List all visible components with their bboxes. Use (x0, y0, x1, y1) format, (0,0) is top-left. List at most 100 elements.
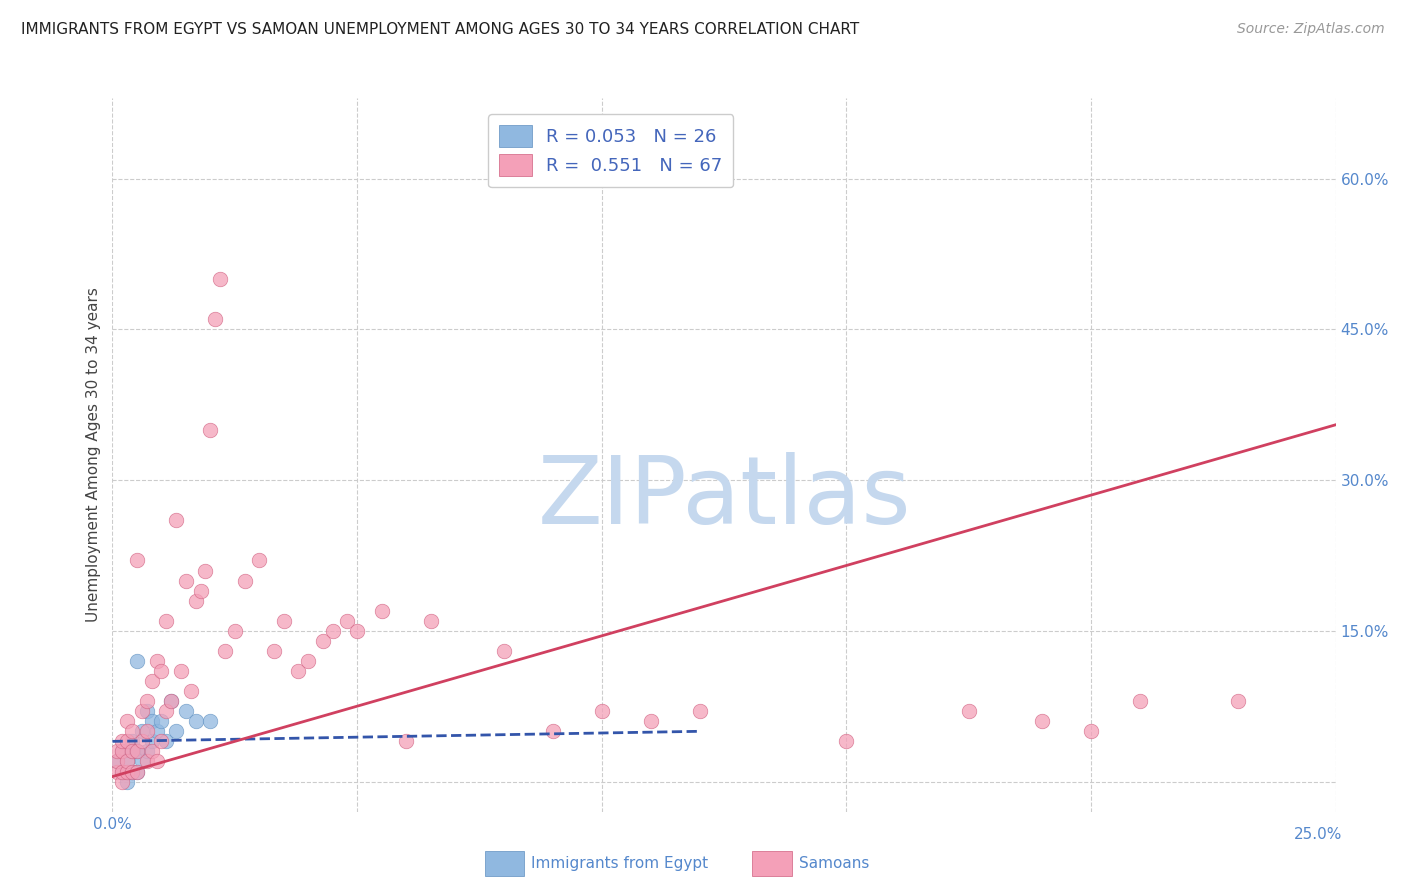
Point (209, 272, 232, 286)
Point (145, 724, 167, 739)
Point (121, 744, 143, 758)
Point (184, 714, 207, 729)
Point (105, 755, 128, 769)
Point (174, 574, 197, 588)
Point (1031, 714, 1053, 729)
Point (1080, 724, 1102, 739)
Point (141, 734, 163, 748)
Point (160, 694, 183, 708)
Point (141, 744, 163, 758)
Text: Immigrants from Egypt: Immigrants from Egypt (531, 856, 709, 871)
Point (312, 633, 335, 648)
Point (1129, 694, 1152, 708)
Point (194, 564, 217, 578)
Point (155, 614, 177, 628)
Point (214, 644, 236, 658)
Point (170, 664, 193, 678)
Point (190, 583, 212, 598)
Point (957, 704, 980, 718)
Text: 25.0%: 25.0% (1295, 827, 1343, 841)
Point (150, 664, 173, 678)
Point (131, 755, 153, 769)
Point (297, 654, 319, 668)
Point (287, 664, 309, 678)
Legend: R = 0.053   N = 26, R =  0.551   N = 67: R = 0.053 N = 26, R = 0.551 N = 67 (488, 114, 734, 187)
Point (1226, 694, 1249, 708)
Point (370, 604, 392, 618)
Point (336, 614, 359, 628)
Point (395, 734, 418, 748)
Point (121, 744, 143, 758)
Text: IMMIGRANTS FROM EGYPT VS SAMOAN UNEMPLOYMENT AMONG AGES 30 TO 34 YEARS CORRELATI: IMMIGRANTS FROM EGYPT VS SAMOAN UNEMPLOY… (21, 22, 859, 37)
Point (591, 704, 613, 718)
Point (141, 714, 163, 729)
Point (125, 764, 148, 779)
Point (115, 755, 138, 769)
Point (111, 744, 134, 758)
Point (105, 755, 128, 769)
Point (150, 714, 173, 729)
Point (115, 714, 138, 729)
Y-axis label: Unemployment Among Ages 30 to 34 years: Unemployment Among Ages 30 to 34 years (86, 287, 101, 623)
Point (125, 654, 148, 668)
Point (105, 744, 128, 758)
Point (131, 734, 153, 748)
Point (115, 764, 138, 779)
Point (135, 744, 157, 758)
Point (125, 764, 148, 779)
Point (145, 755, 167, 769)
Point (131, 724, 153, 739)
Point (247, 553, 270, 567)
Point (184, 593, 207, 607)
Point (419, 614, 441, 628)
Point (125, 553, 148, 567)
Point (121, 764, 143, 779)
Point (141, 674, 163, 689)
Point (263, 644, 285, 658)
Point (150, 734, 173, 748)
Point (111, 744, 134, 758)
Point (145, 654, 167, 668)
Point (111, 764, 134, 779)
Point (115, 755, 138, 769)
Point (346, 624, 368, 638)
Point (165, 513, 187, 527)
Point (492, 644, 515, 658)
Point (121, 764, 143, 779)
Point (135, 755, 157, 769)
Point (155, 704, 177, 718)
Point (105, 764, 128, 779)
Point (115, 734, 138, 748)
Point (174, 704, 197, 718)
Point (835, 734, 858, 748)
Point (155, 734, 177, 748)
Text: Samoans: Samoans (799, 856, 869, 871)
Point (322, 624, 344, 638)
Point (135, 694, 157, 708)
Point (160, 694, 183, 708)
Point (131, 704, 153, 718)
Point (125, 744, 148, 758)
Point (165, 724, 187, 739)
Point (111, 734, 134, 748)
Point (200, 714, 222, 729)
Point (115, 764, 138, 779)
Point (689, 704, 711, 718)
Point (640, 714, 662, 729)
Point (541, 724, 564, 739)
Point (135, 704, 157, 718)
Point (115, 774, 138, 789)
Point (273, 614, 295, 628)
Point (224, 624, 246, 638)
Point (233, 574, 256, 588)
Point (200, 423, 222, 437)
Point (135, 724, 157, 739)
Point (180, 684, 202, 698)
Point (111, 774, 134, 789)
Point (121, 734, 143, 748)
Point (121, 724, 143, 739)
Point (204, 312, 226, 326)
Text: ZIPatlas: ZIPatlas (537, 451, 911, 544)
Text: Source: ZipAtlas.com: Source: ZipAtlas.com (1237, 22, 1385, 37)
Point (125, 744, 148, 758)
